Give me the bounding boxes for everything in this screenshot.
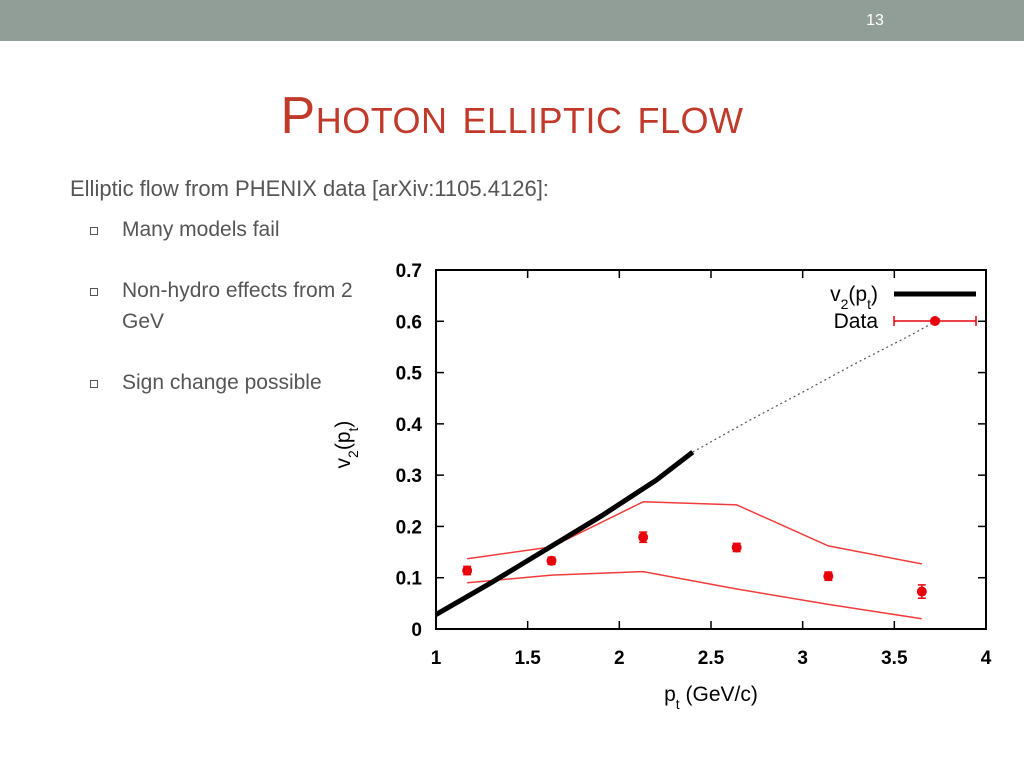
bullet-text: Sign change possible [122, 371, 322, 394]
data-point [638, 532, 649, 543]
v2-chart: 0 0.1 0.2 0.3 0.4 0.5 0.6 0.7 1 1.5 2 2.5 3 3.5 4 pt (G… [332, 261, 992, 712]
square-bullet-icon [90, 227, 98, 235]
band-upper-line [467, 501, 922, 565]
top-bar: 13 [0, 0, 1024, 41]
intro-text: Elliptic flow from PHENIX data [arXiv:11… [70, 176, 549, 201]
y-tick-label: 0.4 [396, 415, 423, 436]
legend-label-model: v2(pt) [830, 283, 878, 312]
legend-marker-data [930, 316, 940, 326]
bullet-item: Sign change possible [90, 367, 372, 398]
data-point [916, 586, 927, 597]
bullet-list: Many models fail Non-hydro effects from … [90, 214, 372, 428]
x-tick-label: 2.5 [698, 648, 725, 669]
slide-title: Photon elliptic flow [280, 87, 744, 145]
y-tick-label: 0.2 [396, 517, 422, 538]
band-lower-line [467, 570, 922, 620]
data-point [731, 542, 742, 553]
data-point [462, 565, 473, 576]
x-tick-label: 2 [614, 648, 625, 669]
x-axis-label: pt (GeV/c) [664, 683, 758, 712]
slide-number: 13 [866, 12, 884, 29]
bullet-text: Many models fail [122, 218, 280, 241]
x-tick-label: 4 [981, 648, 992, 669]
y-tick-label: 0 [411, 620, 422, 641]
x-tick-label: 3.5 [881, 648, 908, 669]
x-tick-label: 1.5 [514, 648, 541, 669]
plot-frame [435, 269, 987, 630]
x-tick-label: 1 [431, 648, 442, 669]
model-curve-dotted [692, 318, 941, 453]
bullet-item: Non-hydro effects from 2 GeV [90, 275, 372, 337]
y-tick-label: 0.1 [396, 569, 423, 590]
square-bullet-icon [90, 288, 98, 296]
legend-label-data: Data [834, 310, 879, 333]
bullet-text: Non-hydro effects from 2 GeV [122, 279, 353, 333]
data-point [823, 571, 834, 582]
y-tick-label: 0.7 [396, 261, 422, 282]
square-bullet-icon [90, 380, 98, 388]
y-tick-label: 0.3 [396, 466, 422, 487]
y-tick-label: 0.6 [396, 312, 422, 333]
model-curve-solid [434, 450, 695, 617]
data-point [546, 555, 557, 566]
y-axis-label: v2(pt) [332, 421, 361, 469]
bullet-item: Many models fail [90, 214, 372, 245]
x-tick-label: 3 [797, 648, 808, 669]
y-tick-label: 0.5 [396, 364, 423, 385]
